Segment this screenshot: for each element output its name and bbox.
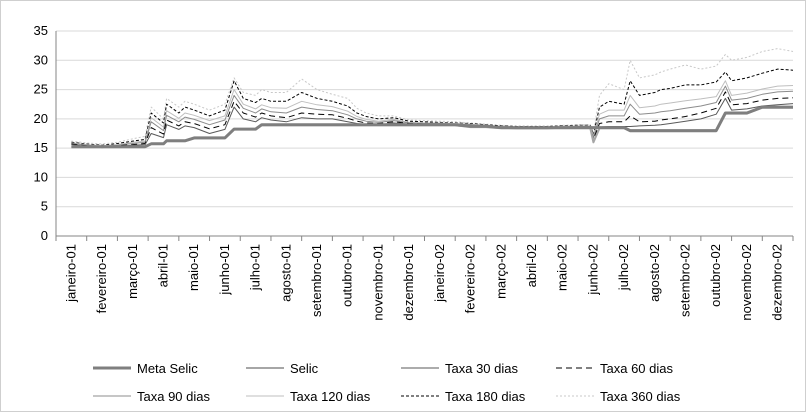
x-tick-label: março-02 <box>493 244 508 299</box>
series-line-t120 <box>71 80 794 147</box>
y-tick-label: 10 <box>34 169 48 184</box>
x-tick-label: julho-02 <box>616 244 631 291</box>
series-line-t360 <box>71 48 794 145</box>
x-tick-label: setembro-02 <box>678 244 693 317</box>
x-tick-label: fevereiro-02 <box>463 244 478 313</box>
series-line-meta <box>71 105 793 149</box>
x-tick-label: janeiro-02 <box>432 244 447 303</box>
x-tick-label: dezembro-01 <box>401 244 416 321</box>
series-line-t60 <box>71 91 794 148</box>
legend-label: Taxa 180 dias <box>445 389 526 404</box>
y-tick-label: 5 <box>41 199 48 214</box>
legend-label: Taxa 90 dias <box>137 389 210 404</box>
y-tick-label: 25 <box>34 82 48 97</box>
axes <box>55 31 794 241</box>
x-tick-label: dezembro-02 <box>770 244 785 321</box>
x-tick-label: agosto-02 <box>647 244 662 302</box>
x-tick-label: outubro-02 <box>708 244 723 307</box>
legend-label: Meta Selic <box>137 361 198 376</box>
legend: Meta Selic Selic Taxa 30 dias Taxa 60 dias T… <box>93 361 681 404</box>
series-line-t180 <box>71 68 794 146</box>
x-tick-label: abril-01 <box>155 244 170 287</box>
series-lines <box>71 48 794 149</box>
x-tick-label: julho-01 <box>248 244 263 291</box>
x-tick-label: abril-02 <box>524 244 539 287</box>
x-tick-label: maio-02 <box>555 244 570 291</box>
y-tick-label: 15 <box>34 140 48 155</box>
x-tick-label: novembro-01 <box>370 244 385 321</box>
x-tick-label: janeiro-01 <box>63 244 78 303</box>
legend-label: Taxa 30 dias <box>445 361 518 376</box>
y-tick-labels: 0 5 10 15 20 25 30 35 <box>34 23 48 243</box>
legend-label: Taxa 60 dias <box>600 361 673 376</box>
gridlines <box>56 30 793 208</box>
y-tick-label: 20 <box>34 111 48 126</box>
legend-label: Taxa 120 dias <box>290 389 371 404</box>
legend-label: Taxa 360 dias <box>600 389 681 404</box>
x-tick-label: novembro-02 <box>739 244 754 321</box>
x-tick-labels: janeiro-01 fevereiro-01 março-01 abril-01 ma… <box>63 244 784 321</box>
x-tick-label: junho-02 <box>585 244 600 296</box>
legend-label: Selic <box>290 361 319 376</box>
x-tick-label: outubro-01 <box>340 244 355 307</box>
y-tick-label: 35 <box>34 23 48 38</box>
x-tick-label: maio-01 <box>186 244 201 291</box>
x-tick-label: fevereiro-01 <box>94 244 109 313</box>
x-tick-label: agosto-01 <box>278 244 293 302</box>
y-tick-label: 0 <box>41 228 48 243</box>
y-tick-label: 30 <box>34 52 48 67</box>
x-tick-label: março-01 <box>125 244 140 299</box>
x-tick-label: junho-01 <box>217 244 232 296</box>
x-tick-label: setembro-01 <box>309 244 324 317</box>
